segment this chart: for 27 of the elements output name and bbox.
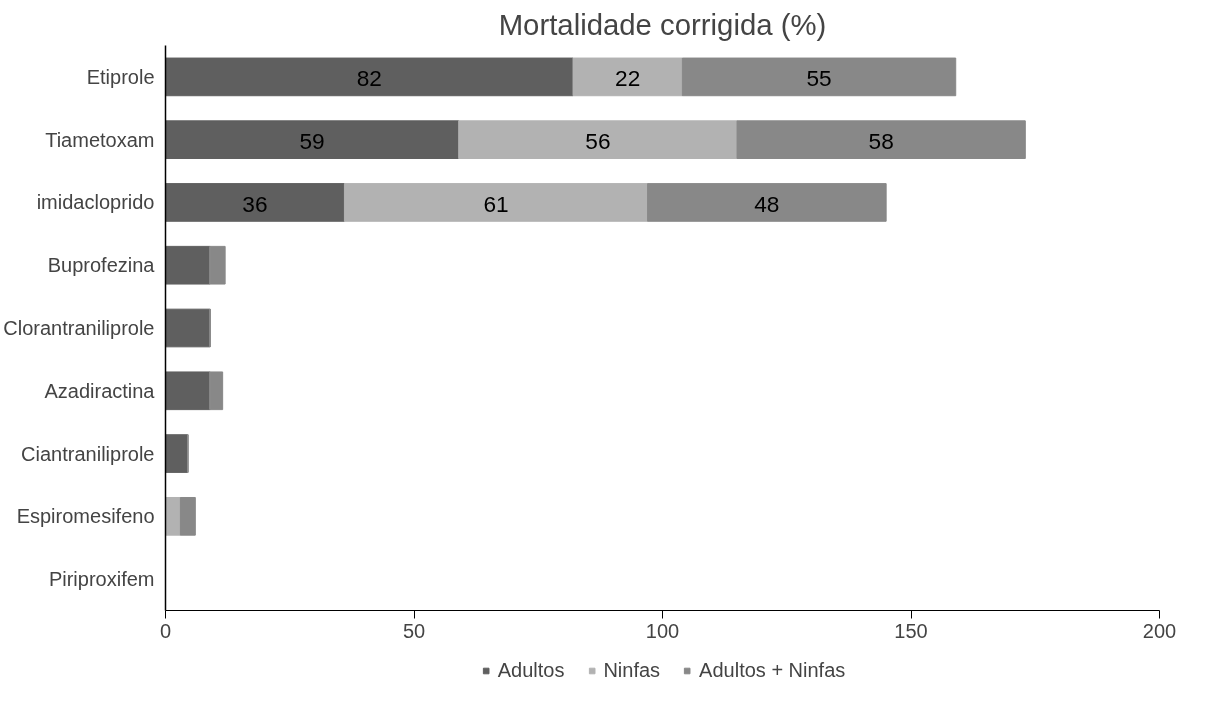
y-tick-label: Espiromesifeno bbox=[16, 505, 155, 528]
data-label: 36 bbox=[242, 190, 268, 217]
data-label: 59 bbox=[299, 128, 325, 155]
y-tick-label: Tiametoxam bbox=[45, 128, 155, 151]
x-tick-label: 150 bbox=[894, 619, 928, 642]
x-tick-label: 0 bbox=[159, 619, 172, 642]
legend-label: Adultos + Ninfas bbox=[699, 658, 846, 682]
x-tick-label: 50 bbox=[402, 619, 426, 642]
data-label: 58 bbox=[868, 128, 894, 155]
data-label: 56 bbox=[585, 128, 611, 155]
x-tick-label: 100 bbox=[645, 619, 680, 642]
data-label: 48 bbox=[754, 190, 780, 217]
x-tick-label: 200 bbox=[1142, 619, 1177, 642]
y-tick-label: Clorantraniliprole bbox=[3, 317, 155, 339]
legend-label: Adultos bbox=[497, 658, 565, 682]
y-tick-label: Etiprole bbox=[86, 65, 155, 88]
y-tick-label: imidacloprido bbox=[36, 191, 155, 214]
data-label: 61 bbox=[483, 190, 509, 217]
chart-title: Mortalidade corrigida (%) bbox=[498, 7, 827, 41]
y-tick-label: Azadiractina bbox=[44, 379, 156, 402]
data-label: 22 bbox=[615, 65, 641, 92]
y-tick-label: Piriproxifem bbox=[48, 568, 155, 591]
data-label: 82 bbox=[356, 65, 382, 92]
y-tick-label: Ciantraniliprole bbox=[21, 442, 155, 465]
y-tick-label: Buprofezina bbox=[47, 254, 156, 277]
data-label: 55 bbox=[806, 65, 832, 92]
legend-label: Ninfas bbox=[603, 658, 661, 682]
